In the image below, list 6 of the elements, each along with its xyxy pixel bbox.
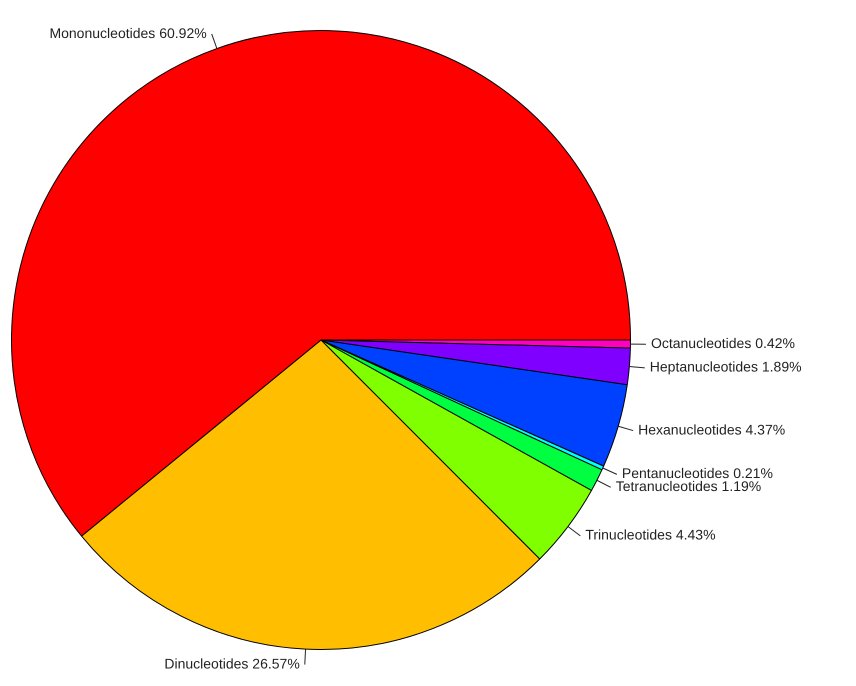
slice-label: Heptanucleotides 1.89% [650, 358, 802, 375]
slice-label: Octanucleotides 0.42% [650, 335, 795, 352]
slice-label: Hexanucleotides 4.37% [638, 421, 786, 438]
slice-label: Dinucleotides 26.57% [164, 655, 300, 672]
slice-label: Trinucleotides 4.43% [585, 526, 716, 543]
slice-label: Mononucleotides 60.92% [49, 24, 207, 41]
